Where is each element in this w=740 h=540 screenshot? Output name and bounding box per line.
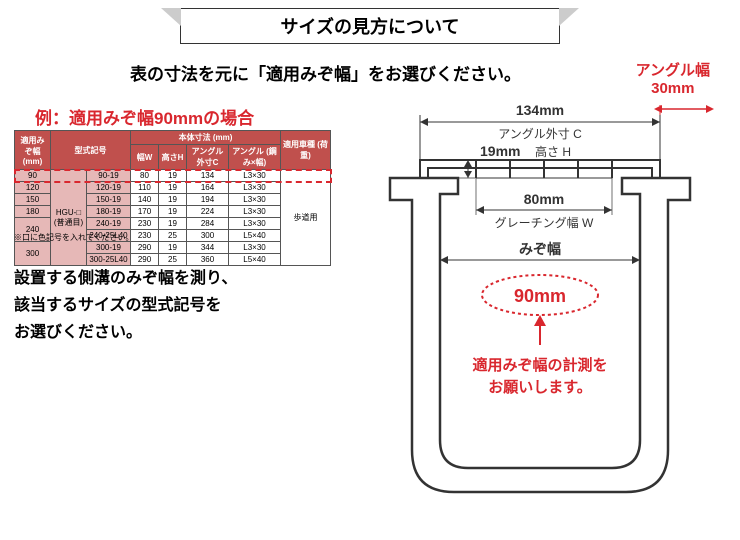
title-banner: サイズの見方について (180, 8, 560, 44)
measure-text-l1: 適用みぞ幅の計測を (472, 356, 607, 374)
title-text: サイズの見方について (281, 13, 460, 39)
outer-dim-text: 134mm (516, 102, 564, 118)
mizo-dim-text: 90mm (514, 286, 566, 306)
size-table: 適用みぞ幅 (mm) 型式記号 本体寸法 (mm) 適用車種 (荷重) 幅W 高… (14, 130, 331, 266)
grating-profile (420, 160, 660, 178)
height-dim-label: 高さ H (535, 144, 571, 159)
subtitle: 表の寸法を元に「適用みぞ幅」をお選びください。 (130, 60, 521, 85)
table-note: ※口に色記号を入れてください。 (14, 232, 134, 243)
grating-dim-text: 80mm (524, 191, 564, 207)
cross-section-diagram: 134mm アングル外寸 C 19mm 高さ H 80mm グレーチング幅 W … (360, 100, 710, 500)
table-header-row: 適用みぞ幅 (mm) 型式記号 本体寸法 (mm) 適用車種 (荷重) (15, 131, 331, 145)
mizo-label: みぞ幅 (519, 241, 561, 257)
angle-width-label: アングル幅30mm (636, 62, 710, 98)
height-dim-text: 19mm (480, 143, 520, 159)
instruction-text: 設置する側溝のみぞ幅を測り、 該当するサイズの型式記号を お選びください。 (14, 265, 237, 347)
grating-dim-label: グレーチング幅 W (495, 215, 594, 230)
table-row: 90HGU-□ (普通目)90-198019134L3×30歩道用 (15, 170, 331, 182)
measure-text-l2: お願いします。 (488, 379, 592, 396)
outer-dim-label: アングル外寸 C (498, 127, 582, 141)
example-title: 例：適用みぞ幅90mmの場合 (35, 104, 254, 129)
